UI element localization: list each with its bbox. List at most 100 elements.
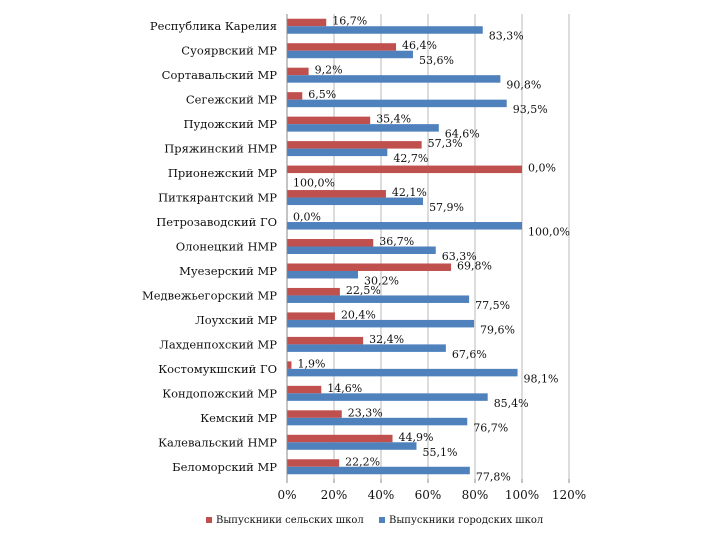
bar-urban	[287, 99, 507, 108]
bar-urban	[287, 393, 488, 401]
value-label-rural: 20,4%	[341, 308, 376, 321]
bar-rural	[287, 459, 340, 467]
value-label-urban: 100,0%	[528, 226, 570, 239]
value-label-urban: 77,5%	[475, 299, 510, 312]
value-label-rural: 0,0%	[293, 211, 321, 224]
bar-urban	[287, 319, 475, 328]
value-label-rural: 46,4%	[402, 39, 437, 52]
category-labels: Республика Карелия Суоярвский МР Сортаваль…	[142, 19, 277, 474]
value-label-urban: 85,4%	[494, 397, 529, 410]
x-tick-label: 60%	[415, 488, 442, 502]
legend: Выпускники сельских школ Выпускники горо…	[206, 515, 543, 526]
bar-urban	[287, 246, 436, 254]
x-tick-label: 40%	[368, 488, 395, 502]
category-label: Калевальский НМР	[158, 435, 277, 449]
bar-rural	[287, 434, 393, 443]
value-label-rural: 36,7%	[379, 235, 414, 248]
value-label-urban: 77,8%	[476, 470, 511, 483]
category-label: Лоухский МР	[195, 313, 277, 327]
value-label-urban: 76,7%	[473, 421, 508, 434]
bar-urban	[287, 26, 483, 34]
bar-urban	[287, 197, 424, 206]
value-label-urban: 53,6%	[419, 54, 454, 67]
category-label: Прионежский МР	[168, 166, 277, 180]
value-label-urban: 42,7%	[393, 152, 428, 165]
category-label: Кемский МР	[200, 411, 277, 425]
category-label: Костомукшский ГО	[158, 362, 277, 376]
bar-rural	[287, 92, 303, 100]
x-tick-label: 120%	[552, 488, 586, 502]
bar-rural	[287, 190, 386, 198]
bar-rural	[287, 263, 452, 271]
legend-label-rural: Выпускники сельских школ	[216, 515, 364, 526]
value-label-rural: 1,9%	[297, 357, 325, 370]
bar-rural	[287, 116, 371, 125]
value-label-rural: 14,6%	[327, 382, 362, 395]
value-label-urban: 93,5%	[513, 103, 548, 116]
value-label-rural: 35,4%	[376, 113, 411, 126]
value-label-rural: 57,3%	[428, 137, 463, 150]
bar-rural	[287, 410, 342, 418]
category-label: Республика Карелия	[150, 19, 277, 33]
value-label-urban: 90,8%	[506, 79, 541, 92]
bar-urban	[287, 50, 413, 59]
bar-urban	[287, 344, 446, 352]
bar-urban	[287, 270, 358, 279]
value-label-rural: 6,5%	[308, 88, 336, 101]
value-label-rural: 22,2%	[345, 455, 380, 468]
category-label: Пудожский МР	[183, 117, 277, 131]
bar-rural	[287, 361, 292, 369]
value-label-urban: 67,6%	[452, 348, 487, 361]
bar-rural	[287, 312, 335, 320]
bar-urban	[287, 75, 501, 83]
x-tick-label: 100%	[505, 488, 539, 502]
category-label: Лахденпохский МР	[159, 337, 277, 351]
value-label-urban: 64,6%	[445, 128, 480, 141]
bar-urban	[287, 417, 468, 426]
value-label-rural: 22,5%	[346, 284, 381, 297]
value-label-urban: 83,3%	[489, 30, 524, 43]
legend-swatch-urban	[379, 517, 385, 523]
category-label: Сегежский МР	[186, 93, 277, 107]
bar-rural	[287, 43, 397, 51]
value-label-rural: 23,3%	[348, 406, 383, 419]
bar-rural	[287, 239, 374, 247]
value-label-rural: 0,0%	[528, 162, 556, 175]
value-label-urban: 98,1%	[524, 372, 559, 385]
value-label-urban: 55,1%	[422, 446, 457, 459]
bar-urban	[287, 295, 470, 303]
category-label: Беломорский МР	[172, 460, 277, 474]
x-tick-label: 80%	[462, 488, 489, 502]
category-label: Медвежьегорский МР	[142, 288, 277, 302]
bar-rural	[287, 336, 364, 345]
bars	[287, 18, 522, 475]
category-label: Питкярантский МР	[158, 191, 277, 205]
value-label-urban: 100,0%	[293, 177, 335, 190]
x-tick-label: 20%	[321, 488, 348, 502]
bar-urban	[287, 442, 417, 450]
category-label: Пряжинский НМР	[164, 142, 277, 156]
bar-urban	[287, 148, 388, 157]
value-label-rural: 32,4%	[369, 333, 404, 346]
bar-urban	[287, 368, 518, 377]
bar-rural	[287, 67, 309, 76]
legend-swatch-rural	[206, 517, 212, 523]
x-tick-label: 0%	[277, 488, 296, 502]
bar-rural	[287, 165, 522, 174]
value-label-urban: 63,3%	[442, 250, 477, 263]
category-label: Олонецкий НМР	[176, 240, 277, 254]
category-label: Суоярвский МР	[181, 44, 277, 58]
value-label-urban: 30,2%	[364, 274, 399, 287]
value-label-urban: 57,9%	[429, 201, 464, 214]
category-label: Петрозаводский ГО	[156, 215, 277, 229]
category-label: Кондопожский МР	[162, 386, 277, 400]
bar-urban	[287, 222, 522, 230]
value-label-urban: 79,6%	[480, 323, 515, 336]
bar-rural	[287, 18, 327, 27]
value-label-rural: 42,1%	[392, 186, 427, 199]
value-label-rural: 9,2%	[315, 64, 343, 77]
bar-urban	[287, 124, 439, 132]
value-label-rural: 16,7%	[332, 15, 367, 28]
bar-rural	[287, 385, 322, 394]
